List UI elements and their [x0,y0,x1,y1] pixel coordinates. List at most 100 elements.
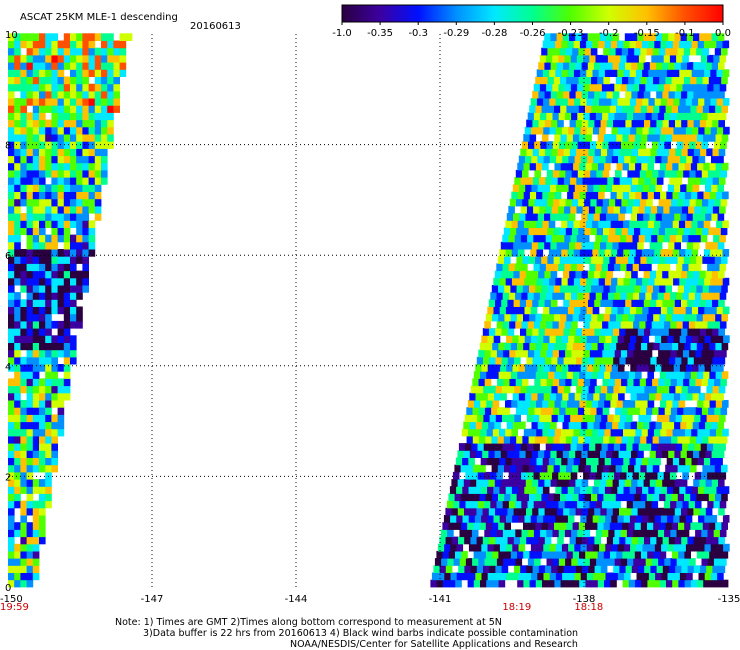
data-cell [613,177,621,185]
data-cell [63,270,71,279]
note-line-3: NOAA/NESDIS/Center for Satellite Applica… [290,639,578,650]
data-cell [604,579,611,588]
data-cell [612,479,620,487]
data-cell [533,234,540,243]
data-cell [625,565,633,573]
data-cell [605,515,612,523]
data-cell [685,486,693,494]
data-cell [45,263,52,272]
data-cell [600,507,607,516]
data-cell [538,119,546,128]
data-cell [601,177,608,185]
data-cell [606,299,614,307]
data-cell [615,227,622,236]
data-cell [45,119,52,128]
data-cell [550,213,557,221]
data-cell [676,54,683,63]
data-cell [32,198,40,207]
data-cell [63,162,71,171]
data-cell [714,464,722,473]
data-cell [511,277,519,286]
data-cell [555,486,562,494]
data-cell [619,177,627,185]
data-cell [8,126,15,135]
data-cell [625,479,632,487]
data-cell [20,62,27,70]
data-cell [530,486,538,494]
data-cell [685,220,692,228]
data-cell [32,90,40,99]
data-cell [14,213,21,221]
data-cell [700,565,707,573]
data-cell [548,371,555,379]
data-cell [63,313,71,322]
data-cell [63,213,71,221]
data-cell [685,126,693,135]
data-cell [669,205,677,214]
data-cell [45,414,52,423]
data-cell [687,385,695,394]
data-cell [548,342,555,351]
data-cell [665,464,672,473]
data-cell [699,328,707,336]
data-cell [632,205,639,214]
data-cell [582,414,590,423]
data-cell [26,177,34,185]
data-cell [14,565,21,573]
data-cell [683,256,691,264]
data-cell [14,98,21,106]
data-cell [472,378,479,387]
data-cell [564,54,572,63]
data-cell [618,421,625,430]
data-cell [554,342,561,351]
data-cell [687,148,695,157]
data-cell [14,529,21,538]
data-cell [498,371,506,379]
data-cell [471,471,479,480]
data-cell [470,565,478,573]
data-cell [644,177,652,185]
data-cell [599,335,606,343]
data-cell [57,213,65,221]
data-cell [631,507,638,516]
data-cell [14,241,21,250]
data-cell [630,126,637,135]
data-cell [697,40,705,49]
data-cell [516,285,524,293]
data-cell [717,572,724,581]
data-cell [610,371,617,379]
data-cell [479,342,487,351]
data-cell [702,493,710,502]
data-cell [641,400,648,408]
data-cell [539,385,546,394]
data-cell [678,428,686,437]
data-cell [603,285,610,293]
data-cell [26,126,34,135]
data-cell [581,90,589,99]
data-cell [604,400,611,408]
data-cell [722,98,730,106]
data-cell [616,313,623,322]
data-cell [643,62,651,70]
data-cell [668,241,675,250]
data-cell [522,227,529,236]
data-cell [603,522,611,530]
data-cell [586,277,593,286]
data-cell [576,54,584,63]
data-cell [498,285,505,293]
data-cell [540,141,547,149]
data-cell [676,263,683,272]
data-cell [477,414,484,423]
data-cell [82,205,89,214]
data-cell [549,155,557,164]
data-cell [20,69,27,77]
data-cell [573,40,581,49]
data-cell [51,69,58,77]
data-cell [590,435,598,444]
data-cell [553,47,561,56]
data-cell [512,335,519,343]
data-cell [710,40,717,49]
data-cell [477,500,485,509]
data-cell [462,486,469,494]
data-cell [633,378,641,387]
